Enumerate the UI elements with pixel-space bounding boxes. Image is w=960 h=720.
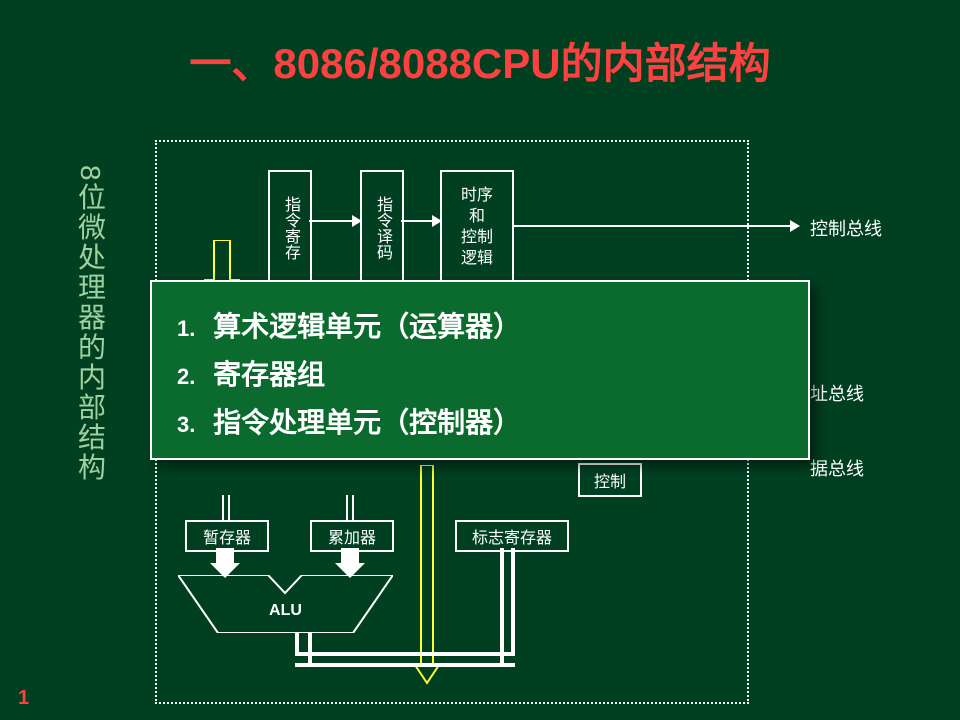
temp-label: 暂存器 (203, 524, 251, 548)
overlay-text-2: 寄存器组 (213, 359, 325, 390)
acc-arrow-v2 (352, 495, 354, 520)
acc-arrow-v (346, 495, 348, 520)
overlay-text-3: 指令处理单元（控制器） (213, 407, 521, 438)
instruction-decoder-box: 指令译码 (360, 170, 404, 286)
overlay-item-2: 2. 寄存器组 (177, 353, 783, 393)
alu-out-h2 (295, 663, 515, 667)
control-box: 控制 (578, 463, 642, 497)
flags-label: 标志寄存器 (472, 524, 552, 548)
ctrl-bus-arrow (790, 220, 800, 232)
timing-label: 时序 和 控制 逻辑 (461, 186, 493, 269)
alu-out-vR1 (500, 548, 504, 667)
address-bus-label: 址总线 (810, 380, 864, 406)
acc-label: 累加器 (328, 524, 376, 548)
overlay-text-1: 算术逻辑单元（运算器） (213, 311, 521, 342)
alu-out-vL2 (308, 632, 312, 667)
arrow-2-head (432, 215, 442, 227)
overlay-num-3: 3. (177, 412, 195, 437)
overlay-item-1: 1. 算术逻辑单元（运算器） (177, 305, 783, 345)
temp-arrow-v2 (228, 495, 230, 520)
alu-label: ALU (178, 602, 393, 620)
overlay-item-3: 3. 指令处理单元（控制器） (177, 401, 783, 441)
overlay-num-1: 1. (177, 316, 195, 341)
control-label: 控制 (594, 468, 626, 492)
data-bus-label: 据总线 (810, 455, 864, 481)
page-title: 一、8086/8088CPU的内部结构 (0, 30, 960, 91)
alu-out-vL1 (295, 632, 299, 656)
arrow-1-head (352, 215, 362, 227)
alu-out-vR2 (511, 548, 515, 656)
side-label: 8位微处理器的内部结构 (70, 165, 110, 483)
page-number: 1 (18, 687, 29, 710)
instr-reg-label: 指令寄存 (278, 196, 302, 260)
instruction-register-box: 指令寄存 (268, 170, 312, 286)
overlay-box: 1. 算术逻辑单元（运算器） 2. 寄存器组 3. 指令处理单元（控制器） (150, 280, 810, 460)
acc-to-alu-arrow (335, 548, 365, 578)
ctrl-bus-line (512, 225, 792, 227)
alu-out-h1 (295, 652, 515, 656)
timing-control-box: 时序 和 控制 逻辑 (440, 170, 514, 286)
temp-arrow-v (222, 495, 224, 520)
instr-decode-label: 指令译码 (370, 196, 394, 260)
control-bus-label: 控制总线 (810, 215, 882, 241)
temp-to-alu-arrow (210, 548, 240, 578)
overlay-num-2: 2. (177, 364, 195, 389)
